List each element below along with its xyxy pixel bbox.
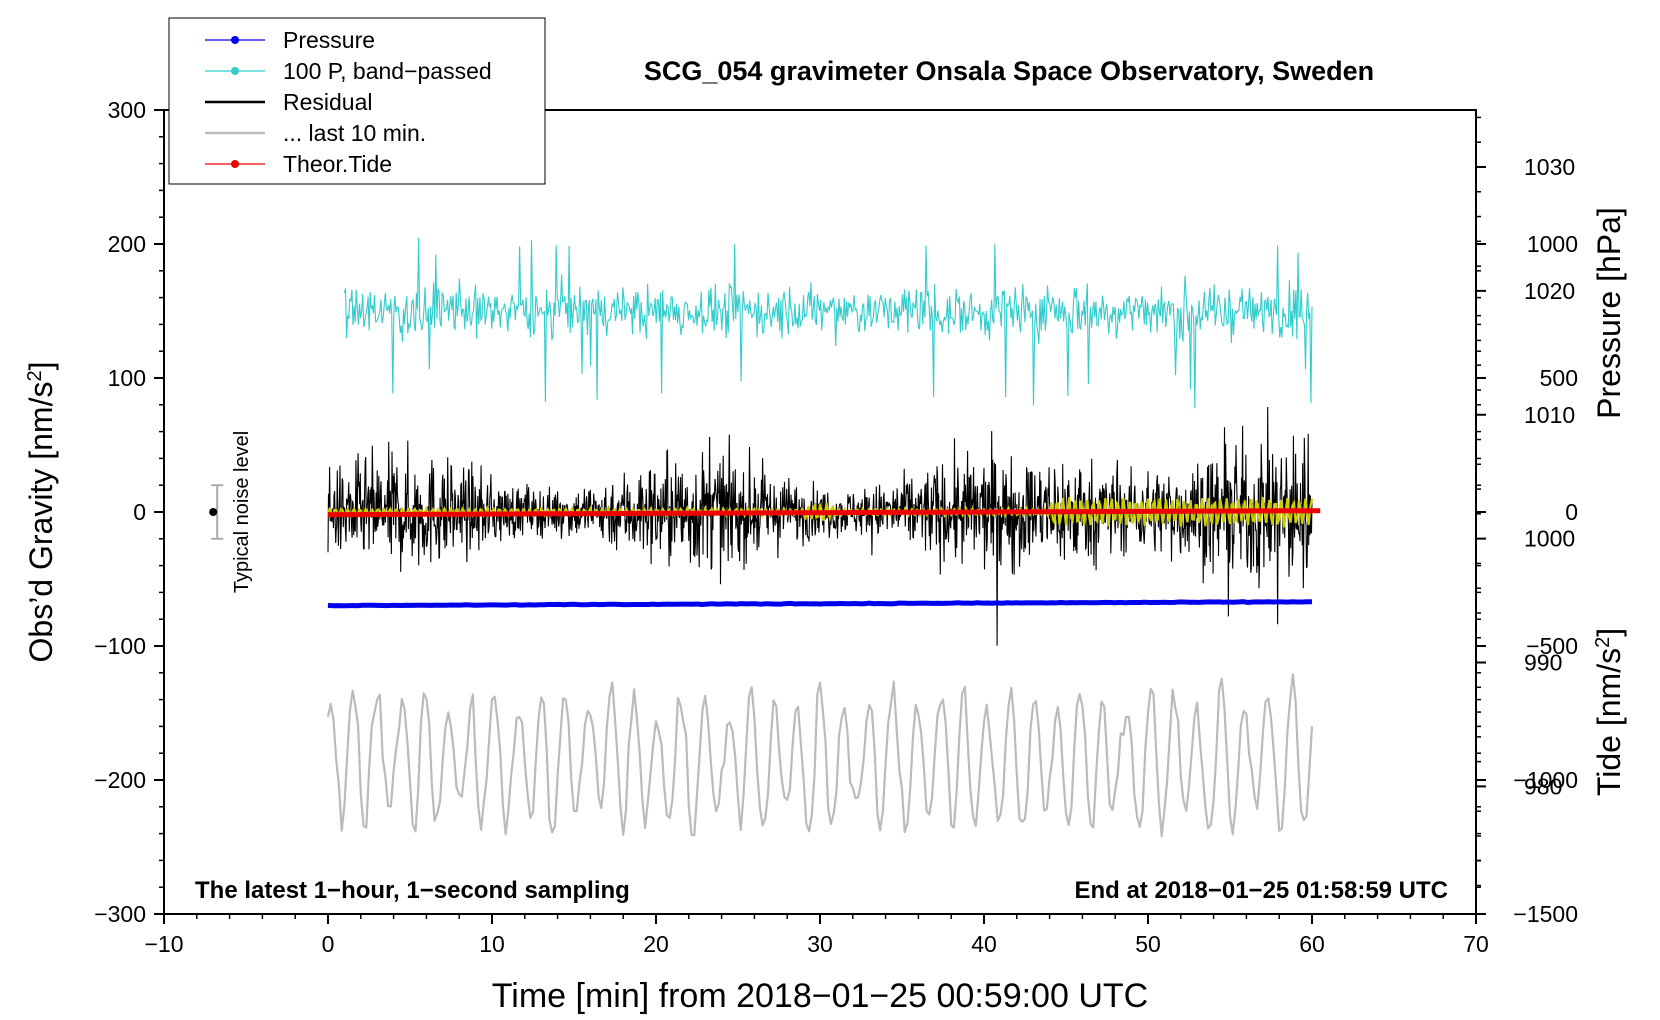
x-tick-label: 60 (1299, 931, 1325, 957)
y-axis-label-tide: Tide [nm/s2] (1591, 628, 1627, 796)
legend-marker-0 (231, 36, 239, 44)
legend-label-4: Theor.Tide (283, 151, 392, 177)
x-tick-label: 20 (643, 931, 669, 957)
series-theor-tide (327, 508, 1321, 518)
pressure-tick-label: 1000 (1524, 526, 1575, 552)
series-residual (327, 406, 1313, 646)
x-tick-label: 0 (322, 931, 335, 957)
x-tick-label: 40 (971, 931, 997, 957)
legend-label-2: Residual (283, 89, 373, 115)
tide-tick-label: 500 (1540, 365, 1578, 391)
x-tick-label: 50 (1135, 931, 1161, 957)
pressure-tick-label: 990 (1524, 650, 1562, 676)
y-axis-label-tide-close: ] (1591, 628, 1627, 637)
series-last-10-min (326, 673, 1314, 838)
y-axis-label-gravity-sup: 2 (24, 370, 46, 381)
series-band-passed-pressure (343, 237, 1313, 409)
y-tick-label: −300 (94, 901, 146, 927)
tide-tick-label: 0 (1565, 499, 1578, 525)
y-axis-label-pressure: Pressure [hPa] (1591, 207, 1627, 419)
y-tick-label: −100 (94, 633, 146, 659)
y-tick-label: 300 (108, 97, 146, 123)
tide-tick-label: 1000 (1527, 231, 1578, 257)
x-tick-label: 70 (1463, 931, 1489, 957)
y-axis-gravity: −300 −200 −100 0 100 200 300 (94, 97, 164, 927)
legend-label-0: Pressure (283, 27, 375, 53)
legend-marker-4 (231, 160, 239, 168)
x-tick-label: −10 (144, 931, 183, 957)
y-axis-tide: −1500 −1000 −500 0 500 1000 (1476, 231, 1578, 927)
y-tick-label: 0 (133, 499, 146, 525)
legend: Pressure 100 P, band−passed Residual ... la… (168, 17, 546, 185)
series-pressure (327, 599, 1313, 609)
y-axis-label-gravity-close: ] (23, 362, 59, 371)
y-tick-label: 200 (108, 231, 146, 257)
pressure-tick-label: 1010 (1524, 402, 1575, 428)
x-tick-label: 10 (479, 931, 505, 957)
chart-title: SCG_054 gravimeter Onsala Space Observat… (644, 56, 1374, 86)
y-axis-label-gravity-text: Obs’d Gravity [nm/s (23, 382, 59, 663)
annotation-end-time: End at 2018−01−25 01:58:59 UTC (1074, 877, 1448, 904)
tide-tick-label: −500 (1526, 633, 1578, 659)
series-residual-smoothed (327, 497, 1314, 528)
legend-label-1: 100 P, band−passed (283, 58, 492, 84)
pressure-tick-label: 1020 (1524, 278, 1575, 304)
legend-marker-1 (231, 67, 239, 75)
x-axis-label: Time [min] from 2018−01−25 00:59:00 UTC (492, 977, 1148, 1015)
tide-tick-label: −1500 (1513, 901, 1578, 927)
y-axis-label-tide-text: Tide [nm/s (1591, 648, 1627, 796)
noise-bar-dot (209, 508, 218, 516)
noise-level-label: Typical noise level (231, 431, 253, 593)
legend-label-3: ... last 10 min. (283, 120, 426, 146)
y-axis-pressure: 980 990 1000 1010 1020 1030 (1476, 116, 1575, 887)
y-axis-label-tide-sup: 2 (1592, 637, 1614, 648)
tide-tick-label: −1000 (1513, 767, 1578, 793)
y-axis-label-gravity: Obs’d Gravity [nm/s2] (23, 362, 59, 663)
annotation-sampling: The latest 1−hour, 1−second sampling (195, 877, 630, 904)
series-layer (326, 237, 1321, 838)
x-axis: −10 0 10 20 30 40 50 60 70 (144, 914, 1489, 957)
y-tick-label: 100 (108, 365, 146, 391)
pressure-tick-label: 1030 (1524, 154, 1575, 180)
x-tick-label: 30 (807, 931, 833, 957)
y-tick-label: −200 (94, 767, 146, 793)
noise-level-indicator (209, 484, 224, 540)
pressure-tick-label: 980 (1524, 773, 1562, 799)
